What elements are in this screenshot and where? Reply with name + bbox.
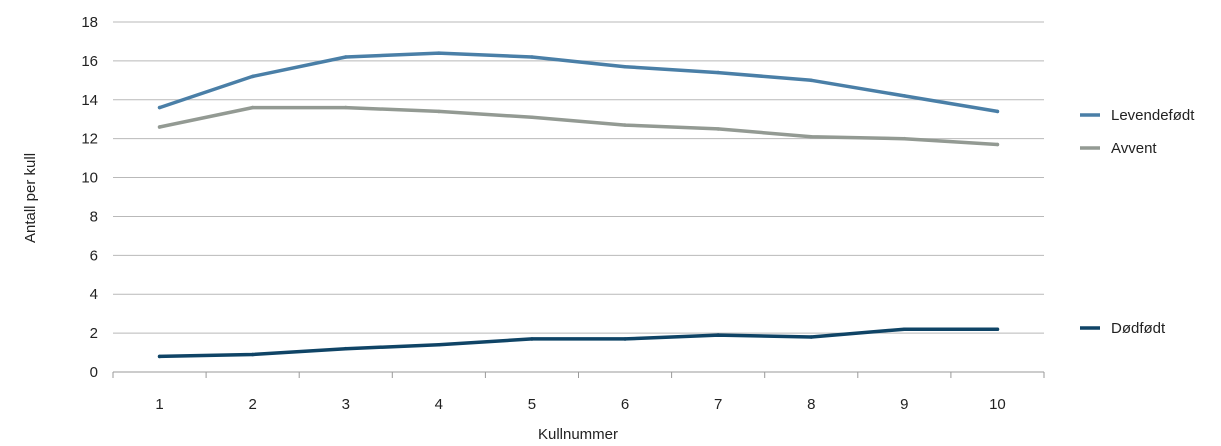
data-point — [809, 134, 813, 139]
y-tick-label: 2 — [90, 325, 98, 342]
data-point — [530, 337, 534, 341]
y-tick-label: 12 — [81, 131, 98, 148]
data-point — [437, 51, 441, 55]
data-point — [995, 142, 1000, 147]
y-tick-labels: 0 2 4 6 8 10 12 14 16 18 — [81, 14, 98, 381]
legend-label: Avvent — [1111, 140, 1157, 157]
x-tick-label: 7 — [714, 396, 722, 413]
x-tick-label: 3 — [342, 396, 350, 413]
data-point — [250, 352, 255, 357]
data-point — [437, 109, 441, 114]
data-point — [344, 346, 348, 351]
data-point — [623, 64, 627, 69]
y-tick-label: 16 — [81, 53, 98, 70]
data-point — [437, 343, 441, 347]
data-point — [157, 354, 162, 359]
data-point — [902, 327, 907, 331]
data-point — [809, 78, 813, 83]
data-point — [995, 109, 1000, 114]
data-point — [902, 94, 907, 98]
data-point — [530, 115, 534, 120]
x-tick-labels: 1 2 3 4 5 6 7 8 9 10 — [155, 396, 1005, 413]
x-tick-label: 8 — [807, 396, 815, 413]
data-point — [157, 125, 162, 129]
data-point — [902, 136, 907, 141]
grid-lines — [113, 21, 1044, 334]
y-tick-label: 8 — [90, 208, 98, 225]
data-point — [716, 127, 720, 131]
data-point — [344, 105, 348, 110]
data-point — [716, 70, 720, 75]
y-tick-label: 6 — [90, 247, 98, 264]
x-tick-label: 2 — [248, 396, 256, 413]
x-tick-label: 10 — [989, 396, 1006, 413]
y-tick-label: 10 — [81, 170, 98, 187]
data-point — [809, 335, 813, 339]
y-axis-title: Antall per kull — [22, 153, 39, 243]
x-tick-label: 1 — [155, 396, 163, 413]
x-tick-label: 4 — [435, 396, 443, 413]
x-tick-label: 5 — [528, 396, 536, 413]
series-line-3 — [157, 327, 1000, 359]
data-point — [530, 55, 534, 59]
y-tick-label: 14 — [81, 92, 98, 109]
x-axis-title: Kullnummer — [538, 426, 618, 443]
x-tick-label: 9 — [900, 396, 908, 413]
data-point — [623, 337, 627, 341]
y-tick-label: 4 — [90, 286, 98, 303]
legend-label: Levendefødt — [1111, 107, 1195, 124]
legend-label: Dødfødt — [1111, 320, 1166, 337]
legend: Levendefødt Avvent Dødfødt — [1080, 107, 1195, 337]
x-axis — [112, 371, 1045, 378]
data-point — [623, 123, 627, 127]
y-tick-label: 18 — [81, 14, 98, 31]
x-tick-label: 6 — [621, 396, 629, 413]
data-point — [716, 333, 720, 337]
data-point — [995, 327, 1000, 331]
series-line-1 — [157, 51, 1000, 114]
series-line-2 — [157, 105, 1000, 147]
data-point — [250, 74, 255, 79]
data-point — [344, 55, 348, 59]
data-point — [157, 105, 162, 110]
data-point — [250, 105, 255, 110]
y-tick-label: 0 — [90, 364, 98, 381]
series-lines — [157, 51, 1000, 359]
